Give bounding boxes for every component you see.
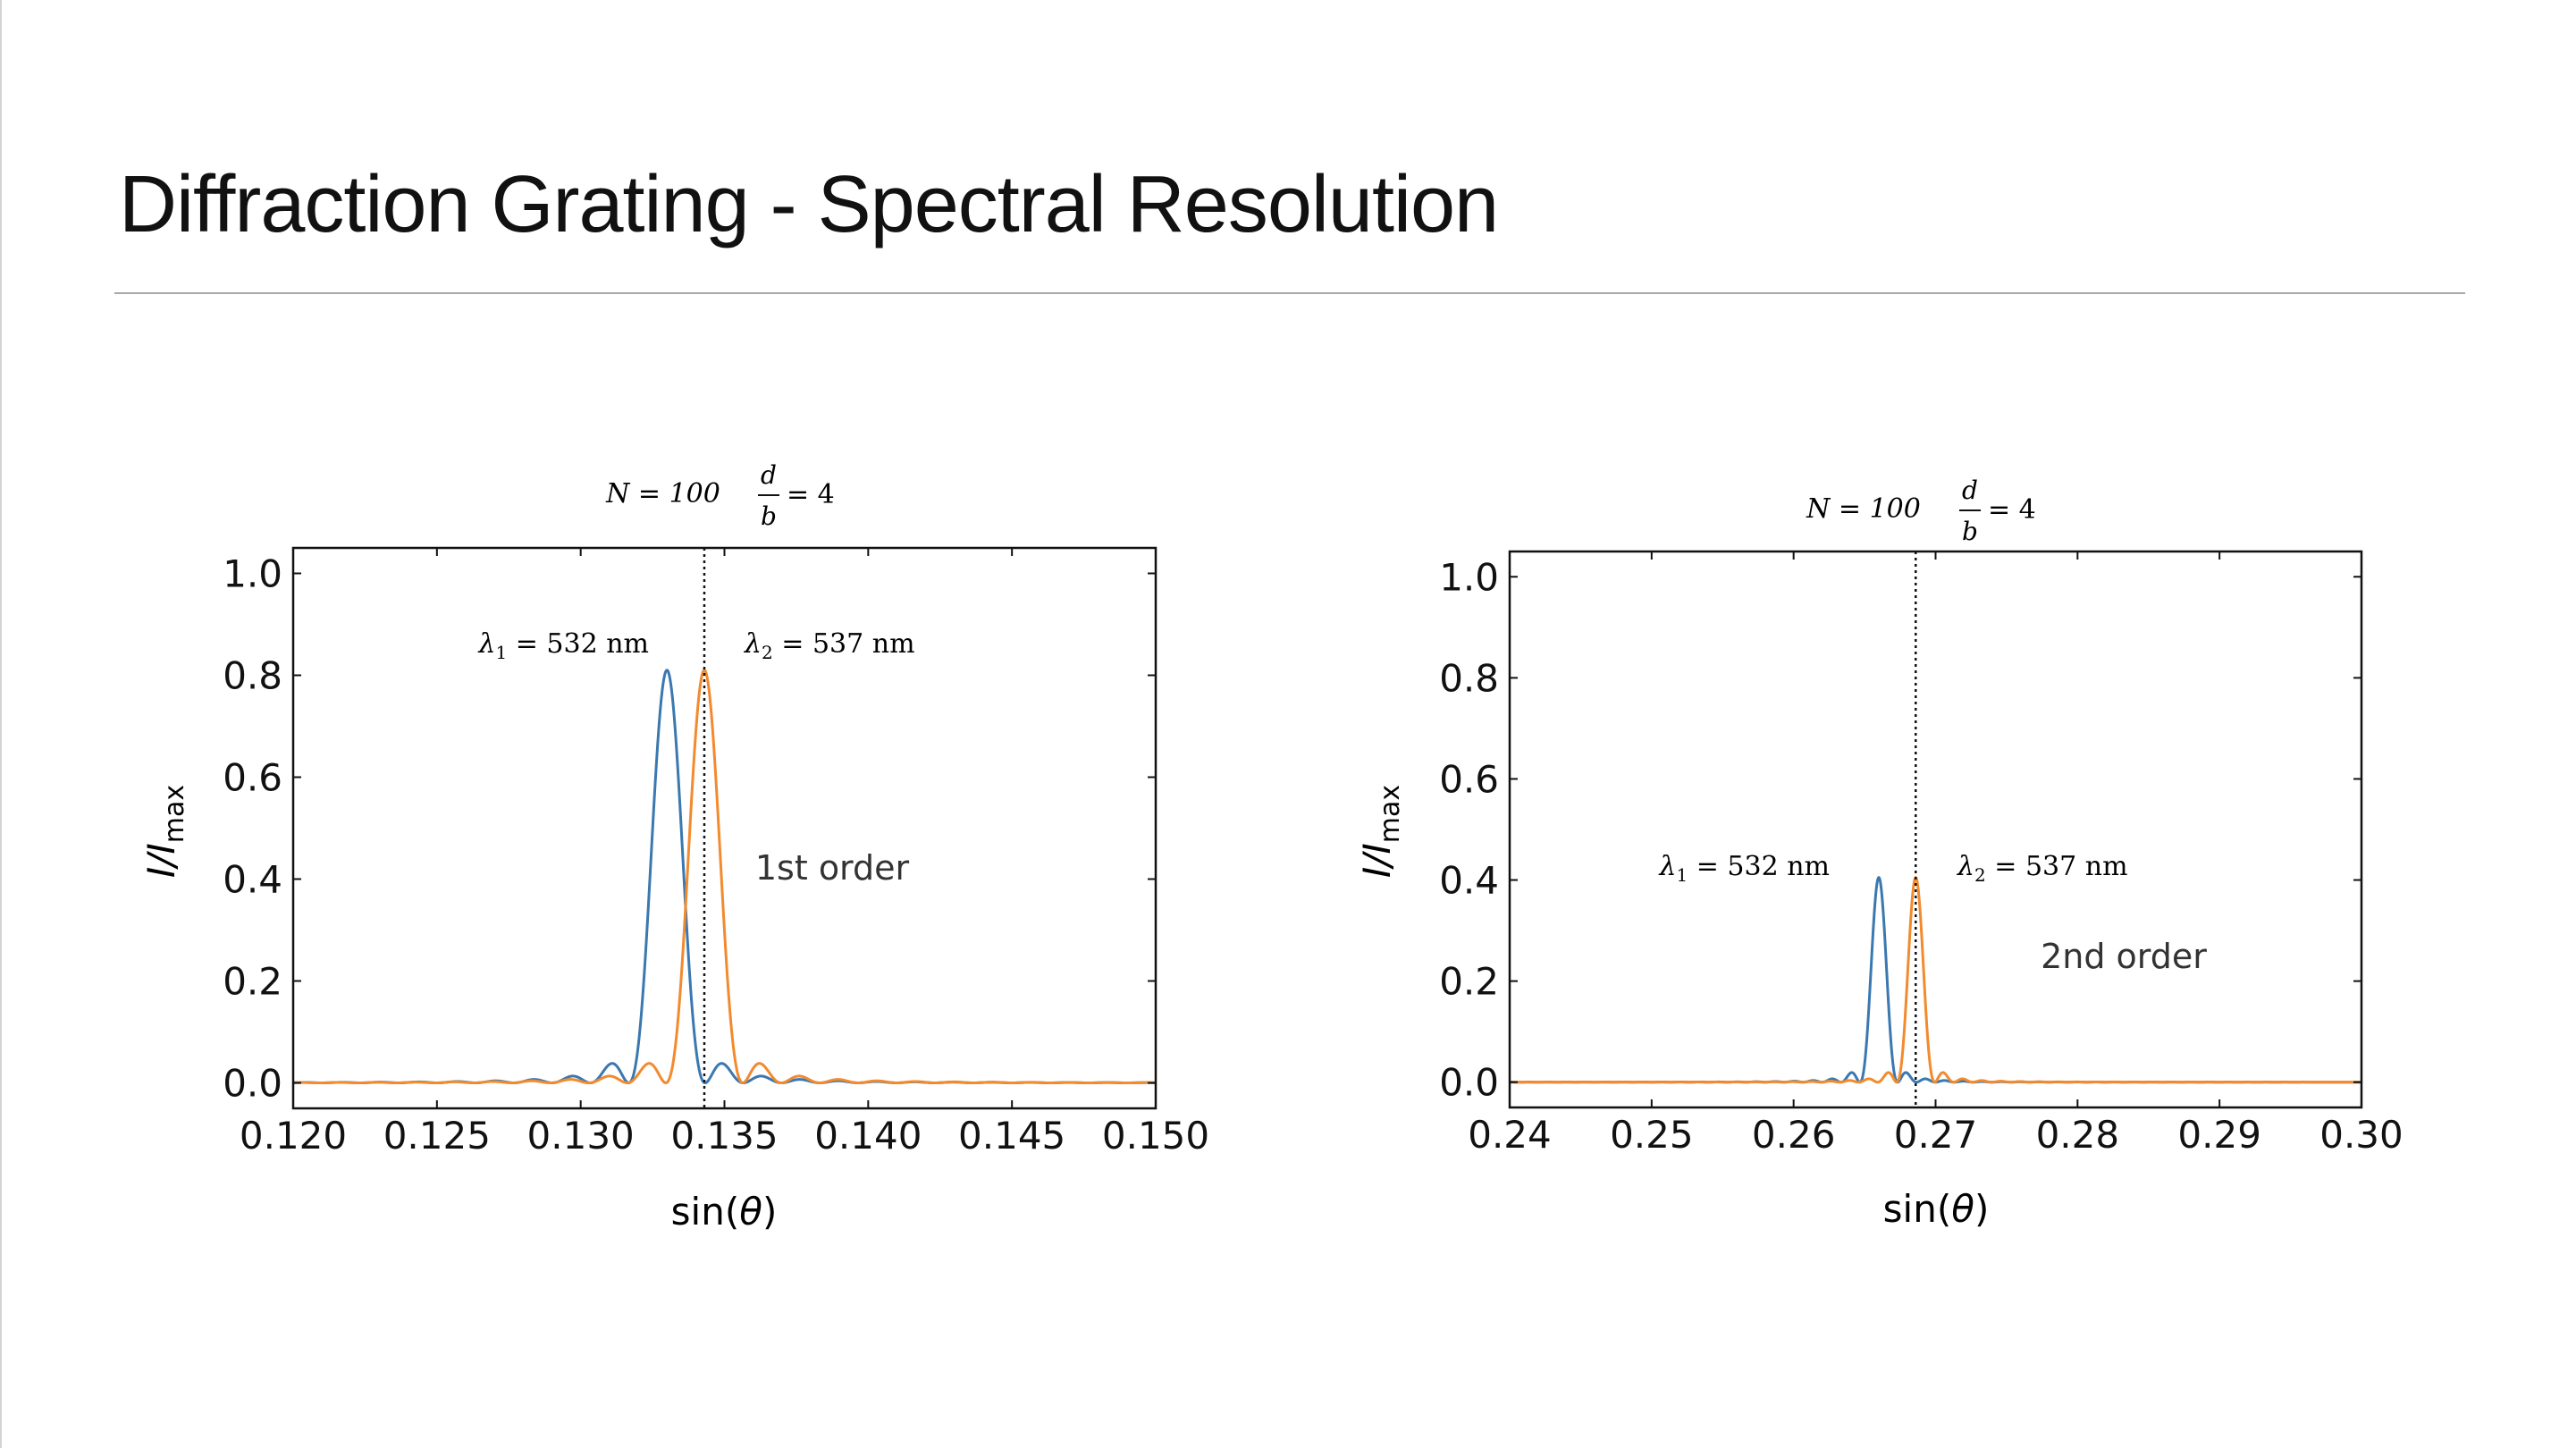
series-line-lambda2 xyxy=(292,669,1157,1085)
y-tick-label: 0.0 xyxy=(1439,1061,1499,1105)
lambda2-annotation: λ2 = 537 nm xyxy=(1957,851,2128,886)
curves xyxy=(1510,875,2361,1084)
y-axis-label: I/Imax xyxy=(1355,785,1406,878)
x-tick-label: 0.30 xyxy=(2319,1113,2403,1157)
lambda1-annotation: λ1 = 532 nm xyxy=(477,628,649,663)
x-axis-label: sin(θ) xyxy=(671,1190,778,1233)
y-tick-label: 0.8 xyxy=(223,654,282,698)
plot-area: 0.24 0.25 0.26 0.27 0.28 0.29 0.30 0.0 0.2 0.4 0.6… xyxy=(1439,550,2403,1157)
x-tick-label: 0.27 xyxy=(1894,1113,1978,1157)
y-tick-label: 0.6 xyxy=(223,756,282,800)
x-tick-label: 0.28 xyxy=(2036,1113,2120,1157)
x-tick-label: 0.135 xyxy=(670,1114,778,1158)
order-label: 1st order xyxy=(755,848,910,888)
lambda1-annotation: λ1 = 532 nm xyxy=(1658,851,1830,886)
y-tick-label: 0.2 xyxy=(223,960,282,1004)
x-tick-label: 0.140 xyxy=(814,1114,922,1158)
series-line-lambda1 xyxy=(1510,875,2361,1084)
x-tick-label: 0.25 xyxy=(1610,1113,1694,1157)
x-tick-label: 0.130 xyxy=(527,1114,635,1158)
grating-n-label: N = 100 xyxy=(1806,493,1921,525)
x-tick-label: 0.125 xyxy=(383,1114,491,1158)
y-tick-label: 0.8 xyxy=(1439,656,1499,700)
grating-n-label: N = 100 xyxy=(605,478,720,509)
slide-title: Diffraction Grating - Spectral Resolutio… xyxy=(119,160,1499,249)
x-tick-label: 0.29 xyxy=(2177,1113,2261,1157)
curves xyxy=(292,669,1157,1085)
ratio-value: = 4 xyxy=(787,479,835,510)
plot-frame xyxy=(1508,550,2363,1109)
series-annotations: λ1 = 532 nm λ2 = 537 nm 1st order xyxy=(477,628,914,888)
plot-area: 0.120 0.125 0.130 0.135 0.140 0.145 0.150 0.0 0.… xyxy=(223,546,1209,1158)
y-tick-label: 1.0 xyxy=(1439,555,1499,599)
y-tick-label: 0.2 xyxy=(1439,960,1499,1004)
order-label: 2nd order xyxy=(2041,937,2207,976)
slide-left-edge xyxy=(0,0,2,1448)
y-tick-label: 1.0 xyxy=(223,552,282,596)
x-tick-label: 0.24 xyxy=(1468,1113,1552,1157)
x-axis-label: sin(θ) xyxy=(1883,1187,1990,1231)
x-tick-label: 0.26 xyxy=(1752,1113,1836,1157)
x-tick-label: 0.120 xyxy=(240,1114,347,1158)
ratio-denominator: b xyxy=(1962,517,1978,546)
lambda2-annotation: λ2 = 537 nm xyxy=(744,628,915,663)
x-tick-label: 0.145 xyxy=(958,1114,1065,1158)
chart-header: N = 100 d b = 4 xyxy=(605,460,835,531)
series-annotations: λ1 = 532 nm λ2 = 537 nm 2nd order xyxy=(1658,851,2207,976)
x-tick-label: 0.150 xyxy=(1102,1114,1209,1158)
y-tick-label: 0.0 xyxy=(223,1062,282,1106)
ratio-numerator: d xyxy=(761,460,777,490)
y-axis-label: I/Imax xyxy=(139,785,190,878)
y-tick-label: 0.4 xyxy=(223,858,282,902)
ratio-denominator: b xyxy=(761,501,777,531)
ratio-numerator: d xyxy=(1962,476,1978,505)
ratio-value: = 4 xyxy=(1988,494,2036,526)
y-tick-label: 0.6 xyxy=(1439,757,1499,801)
series-line-lambda2 xyxy=(1510,875,2361,1084)
y-tick-label: 0.4 xyxy=(1439,859,1499,903)
title-divider xyxy=(114,292,2465,294)
chart-header: N = 100 d b = 4 xyxy=(1806,476,2036,546)
